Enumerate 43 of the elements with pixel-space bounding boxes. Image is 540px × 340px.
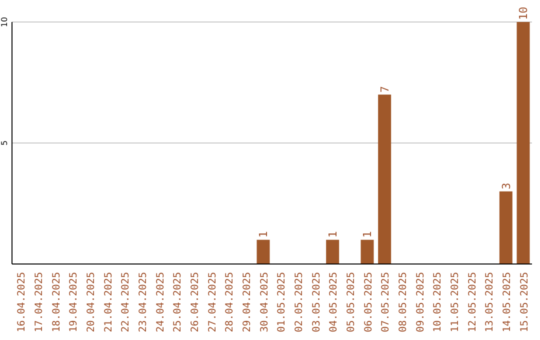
x-tick-label: 14.05.2025 bbox=[502, 272, 513, 332]
data-label: 1 bbox=[326, 231, 340, 238]
y-tick-label: 5 bbox=[0, 140, 9, 146]
x-tick-label: 23.04.2025 bbox=[138, 272, 149, 332]
x-tick-label: 03.05.2025 bbox=[311, 272, 322, 332]
bar bbox=[326, 240, 340, 264]
x-tick-label: 25.04.2025 bbox=[172, 272, 184, 332]
x-tick-label: 24.04.2025 bbox=[155, 272, 166, 332]
x-tick-label: 07.05.2025 bbox=[380, 272, 392, 332]
x-tick-label: 02.05.2025 bbox=[294, 272, 305, 332]
x-tick-label: 13.05.2025 bbox=[484, 272, 496, 332]
x-tick-label: 21.04.2025 bbox=[103, 272, 114, 332]
x-tick-label: 04.05.2025 bbox=[328, 272, 340, 332]
x-tick-label: 18.04.2025 bbox=[51, 272, 62, 332]
x-tick-label: 27.04.2025 bbox=[207, 272, 218, 332]
bar bbox=[360, 240, 374, 264]
x-tick-label: 11.05.2025 bbox=[450, 272, 461, 332]
x-tick-label: 09.05.2025 bbox=[415, 272, 426, 332]
bar bbox=[499, 191, 512, 264]
x-tick-label: 29.04.2025 bbox=[242, 272, 253, 332]
bar bbox=[516, 22, 530, 264]
data-label: 3 bbox=[500, 182, 513, 190]
x-tick-label: 19.04.2025 bbox=[68, 272, 80, 332]
x-tick-label: 26.04.2025 bbox=[190, 272, 201, 332]
bar bbox=[378, 94, 392, 264]
data-label: 10 bbox=[517, 6, 530, 20]
x-tick-label: 15.05.2025 bbox=[519, 272, 530, 332]
x-tick-label: 22.04.2025 bbox=[120, 272, 132, 332]
x-tick-label: 20.04.2025 bbox=[86, 272, 97, 332]
data-label: 1 bbox=[257, 231, 270, 238]
x-tick-label: 28.04.2025 bbox=[224, 272, 236, 332]
x-tick-label: 30.04.2025 bbox=[259, 272, 270, 332]
x-tick-label: 01.05.2025 bbox=[276, 272, 288, 332]
x-tick-label: 08.05.2025 bbox=[398, 272, 409, 332]
x-tick-label: 06.05.2025 bbox=[363, 272, 374, 332]
x-tick-label: 12.05.2025 bbox=[467, 272, 478, 332]
x-tick-label: 16.04.2025 bbox=[16, 272, 28, 332]
data-label: 1 bbox=[361, 231, 374, 238]
x-tick-label: 10.05.2025 bbox=[432, 272, 444, 332]
bar bbox=[256, 240, 270, 264]
x-tick-label: 17.04.2025 bbox=[34, 272, 45, 332]
x-tick-label: 05.05.2025 bbox=[346, 272, 357, 332]
data-label: 7 bbox=[378, 86, 392, 93]
